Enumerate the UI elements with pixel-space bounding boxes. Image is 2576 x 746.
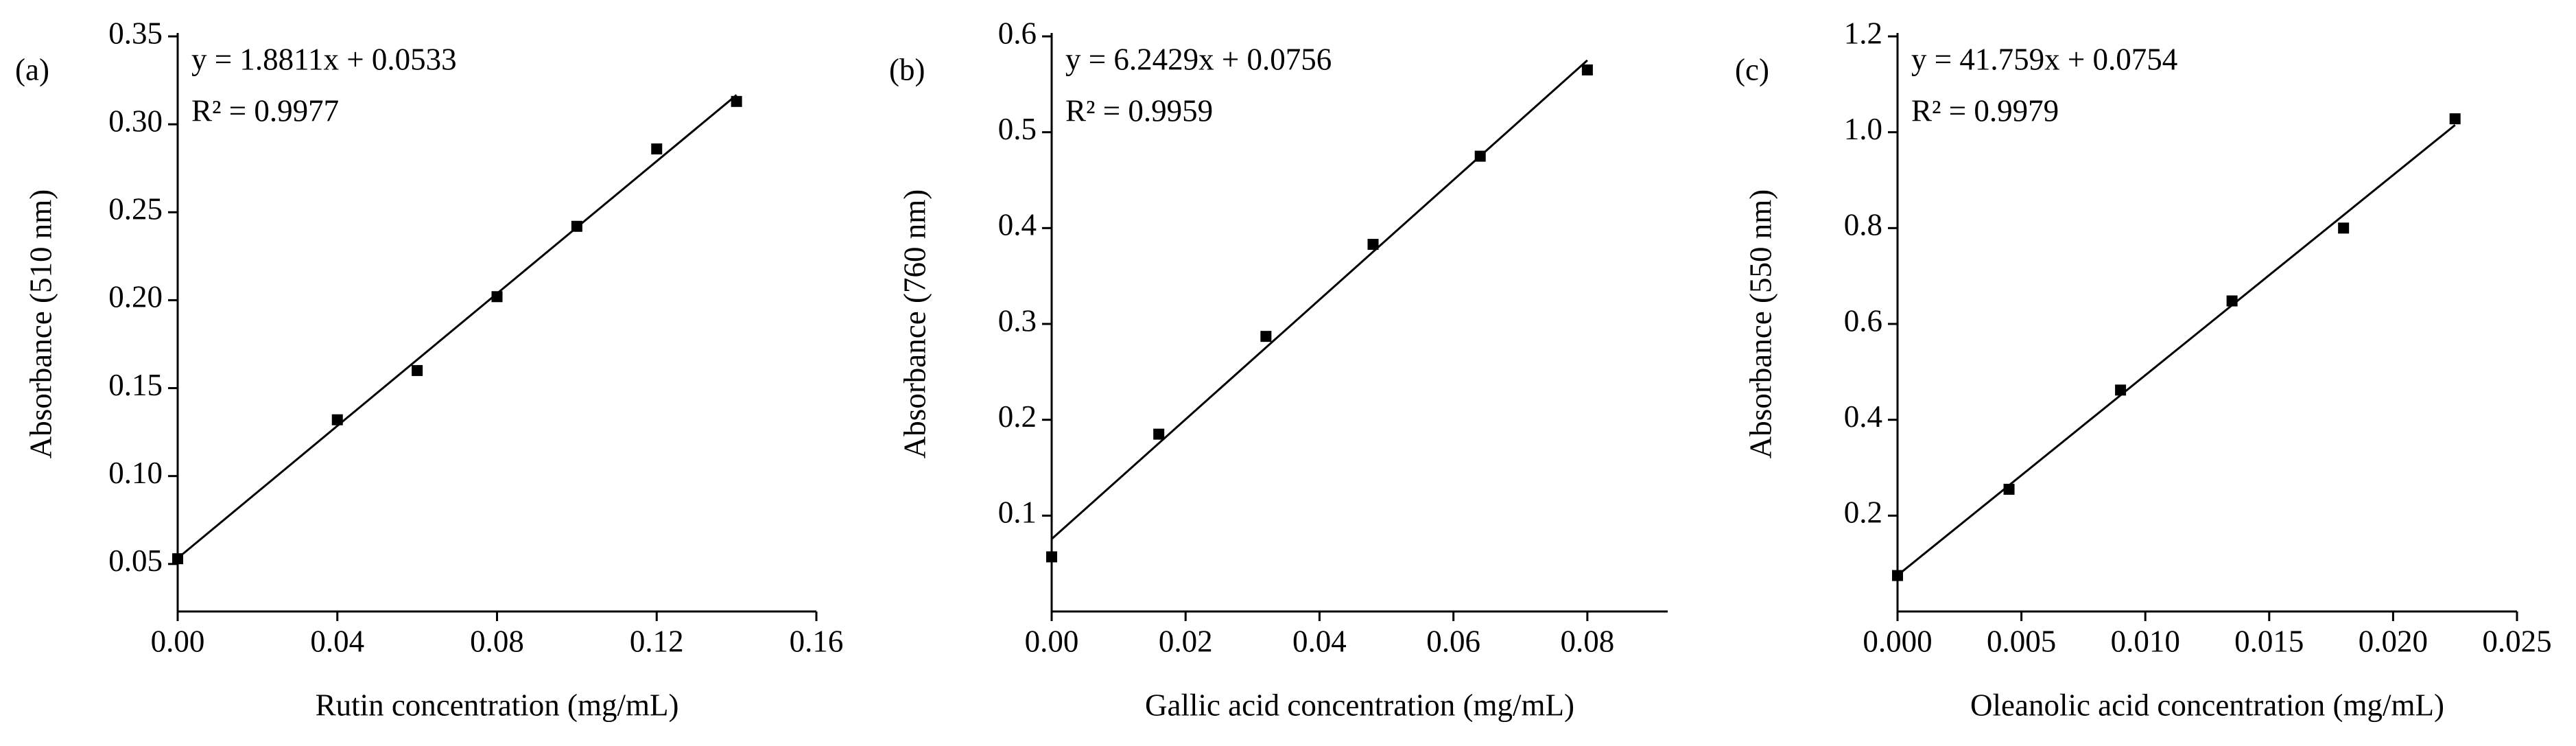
data-point	[1892, 570, 1903, 581]
y-tick-label: 0.05	[108, 544, 163, 578]
y-tick-label: 0.6	[1844, 303, 1882, 338]
y-tick-label: 0.1	[998, 496, 1037, 530]
x-tick-label: 0.08	[470, 624, 524, 658]
x-tick-label: 0.04	[1292, 624, 1347, 658]
data-point	[2003, 483, 2015, 495]
y-tick-label: 0.20	[108, 280, 163, 314]
data-point	[2449, 113, 2461, 125]
y-tick-label: 0.15	[108, 368, 163, 402]
y-tick-label: 0.4	[998, 208, 1037, 242]
panel-label: (b)	[889, 52, 925, 86]
x-axis-label: Oleanolic acid concentration (mg/mL)	[1970, 688, 2444, 722]
y-tick-label: 0.5	[998, 112, 1037, 146]
y-axis-label: Absorbance (550 nm)	[1743, 189, 1777, 458]
data-point	[2338, 222, 2350, 234]
r-squared: R² = 0.9977	[191, 93, 339, 128]
x-tick-label: 0.00	[1025, 624, 1079, 658]
x-tick-label: 0.025	[2482, 624, 2551, 658]
y-tick-label: 0.10	[108, 456, 163, 490]
y-tick-label: 0.2	[998, 399, 1037, 434]
fit-line	[177, 94, 737, 559]
y-tick-label: 0.8	[1844, 208, 1882, 242]
x-tick-label: 0.08	[1560, 624, 1614, 658]
equation: y = 41.759x + 0.0754	[1911, 42, 2177, 76]
fit-line	[1897, 124, 2456, 576]
x-tick-label: 0.12	[630, 624, 684, 658]
data-point	[2115, 384, 2127, 396]
data-point	[331, 414, 343, 426]
data-point	[1260, 331, 1272, 342]
y-tick-label: 0.35	[108, 16, 163, 50]
x-axis-label: Gallic acid concentration (mg/mL)	[1145, 688, 1574, 722]
x-tick-label: 0.04	[310, 624, 364, 658]
x-tick-label: 0.020	[2359, 624, 2428, 658]
y-axis-label: Absorbance (510 nm)	[23, 189, 58, 458]
data-point	[412, 364, 423, 376]
r-squared: R² = 0.9959	[1065, 93, 1213, 128]
equation: y = 6.2429x + 0.0756	[1065, 42, 1332, 76]
x-tick-label: 0.02	[1159, 624, 1213, 658]
y-tick-label: 0.2	[1844, 496, 1882, 530]
data-point	[731, 95, 742, 107]
x-tick-label: 0.010	[2111, 624, 2180, 658]
panel-label: (c)	[1735, 52, 1769, 86]
y-tick-label: 1.0	[1844, 112, 1882, 146]
y-tick-label: 1.2	[1844, 16, 1882, 50]
r-squared: R² = 0.9979	[1911, 93, 2059, 128]
fit-line	[1051, 59, 1588, 540]
equation: y = 1.8811x + 0.0533	[191, 42, 457, 76]
data-point	[491, 291, 503, 303]
data-point	[1474, 150, 1486, 162]
data-point	[651, 143, 663, 155]
x-tick-label: 0.000	[1863, 624, 1932, 658]
data-point	[172, 553, 183, 565]
x-tick-label: 0.005	[1987, 624, 2056, 658]
y-axis-label: Absorbance (760 nm)	[897, 189, 932, 458]
x-tick-label: 0.00	[151, 624, 205, 658]
data-point	[1153, 428, 1165, 440]
data-point	[571, 220, 582, 232]
y-tick-label: 0.6	[998, 16, 1037, 50]
y-tick-label: 0.3	[998, 303, 1037, 338]
x-tick-label: 0.06	[1426, 624, 1480, 658]
x-tick-label: 0.16	[790, 624, 844, 658]
panel-label: (a)	[15, 52, 49, 86]
y-tick-label: 0.4	[1844, 399, 1882, 434]
y-tick-label: 0.30	[108, 104, 163, 138]
x-tick-label: 0.015	[2234, 624, 2304, 658]
data-point	[1046, 551, 1057, 563]
data-point	[1367, 239, 1379, 250]
x-axis-label: Rutin concentration (mg/mL)	[316, 688, 679, 722]
y-tick-label: 0.25	[108, 192, 163, 226]
data-point	[2226, 295, 2238, 307]
data-point	[1581, 64, 1593, 75]
